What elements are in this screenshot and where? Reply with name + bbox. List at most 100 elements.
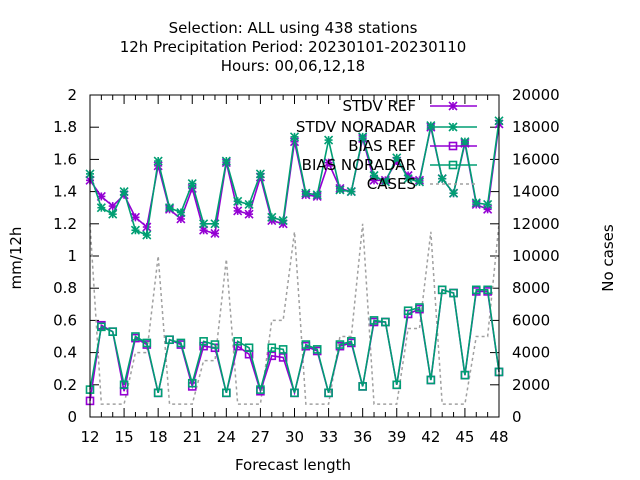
- plot-area: [85, 116, 504, 406]
- data-point: [96, 203, 106, 213]
- data-point: [255, 169, 265, 179]
- star-stroke: [403, 174, 413, 184]
- series-cases: [89, 223, 500, 405]
- data-point: [165, 335, 174, 345]
- star-stroke: [324, 135, 334, 145]
- star-stroke: [96, 203, 106, 213]
- star-stroke: [471, 198, 481, 208]
- y-tick-label: 0: [67, 408, 77, 426]
- data-point: [164, 203, 175, 213]
- data-point: [278, 353, 288, 362]
- star-stroke: [108, 209, 118, 219]
- data-point: [448, 188, 459, 198]
- data-point: [153, 156, 163, 166]
- x-tick-label: 18: [149, 428, 168, 446]
- star-stroke: [108, 201, 118, 211]
- star-stroke: [278, 216, 288, 226]
- series-stdv-noradar: [85, 116, 504, 240]
- x-tick-label: 33: [319, 428, 338, 446]
- data-point: [346, 187, 356, 197]
- x-tick-label: 48: [489, 428, 508, 446]
- legend-marker: [448, 122, 458, 132]
- data-point: [221, 156, 231, 166]
- legend-entry: STDV REF: [342, 97, 477, 115]
- star-stroke: [437, 174, 447, 184]
- data-point: [176, 338, 186, 348]
- star-stroke: [448, 101, 458, 111]
- star-stroke: [324, 158, 334, 168]
- y2-tick-label: 2000: [512, 376, 550, 394]
- star-stroke: [335, 185, 345, 195]
- data-point: [358, 132, 368, 142]
- data-point: [301, 340, 311, 349]
- star-stroke: [312, 190, 322, 200]
- data-point: [108, 201, 118, 211]
- data-point: [278, 345, 288, 354]
- legend-label: BIAS NORADAR: [302, 156, 416, 174]
- legend-marker: [448, 101, 458, 111]
- y-tick-label: 2: [67, 86, 77, 104]
- star-stroke: [199, 219, 209, 229]
- data-point: [335, 340, 345, 349]
- legend-label: STDV REF: [342, 97, 416, 115]
- x-tick-label: 21: [183, 428, 202, 446]
- legend-marker: [448, 141, 458, 151]
- y2-tick-label: 6000: [512, 311, 550, 329]
- series-bias-noradar: [85, 285, 504, 398]
- star-stroke: [153, 156, 163, 166]
- title-line-3: Hours: 00,06,12,18: [221, 57, 365, 75]
- data-point: [335, 185, 345, 195]
- data-point: [324, 388, 333, 398]
- data-point: [199, 219, 209, 229]
- legend-entry: BIAS NORADAR: [302, 156, 477, 174]
- star-stroke: [346, 187, 356, 197]
- star-stroke: [289, 132, 300, 142]
- x-tick-label: 42: [421, 428, 440, 446]
- x-tick-label: 36: [353, 428, 372, 446]
- star-stroke: [119, 187, 129, 197]
- plot-frame: [89, 94, 500, 418]
- star-stroke: [448, 122, 458, 132]
- data-point: [460, 370, 470, 380]
- data-point: [187, 178, 197, 189]
- title-line-2: 12h Precipitation Period: 20230101-20230…: [120, 38, 467, 56]
- y-axis-label: mm/12h: [7, 227, 25, 290]
- x-tick-label: 27: [251, 428, 270, 446]
- data-point: [199, 337, 208, 346]
- data-point: [233, 196, 243, 206]
- star-stroke: [244, 199, 254, 210]
- star-stroke: [130, 225, 141, 235]
- star-stroke: [267, 212, 277, 222]
- y-tick-label: 1.8: [53, 118, 77, 136]
- star-stroke: [483, 199, 493, 210]
- data-point: [130, 225, 141, 235]
- x-tick-label: 39: [387, 428, 406, 446]
- data-point: [369, 316, 379, 325]
- y-tick-label: 1: [67, 247, 77, 265]
- data-point: [392, 153, 402, 163]
- y-tick-label: 0.2: [53, 376, 77, 394]
- star-stroke: [176, 207, 186, 218]
- data-point: [142, 222, 152, 232]
- data-point: [369, 170, 379, 181]
- star-stroke: [221, 156, 231, 166]
- star-stroke: [210, 219, 220, 229]
- data-point: [460, 137, 470, 147]
- data-point: [437, 174, 447, 184]
- x-tick-label: 12: [80, 428, 99, 446]
- x-tick-label: 45: [455, 428, 474, 446]
- x-tick-label: 30: [285, 428, 304, 446]
- y-tick-label: 1.6: [53, 150, 77, 168]
- y-tick-label: 0.6: [53, 311, 77, 329]
- data-point: [278, 216, 288, 226]
- data-point: [108, 209, 118, 219]
- data-point: [210, 340, 220, 349]
- data-point: [403, 306, 413, 316]
- data-point: [324, 135, 334, 145]
- star-stroke: [233, 196, 243, 206]
- y2-tick-label: 0: [512, 408, 522, 426]
- y-tick-label: 1.4: [53, 183, 77, 201]
- data-point: [471, 285, 481, 295]
